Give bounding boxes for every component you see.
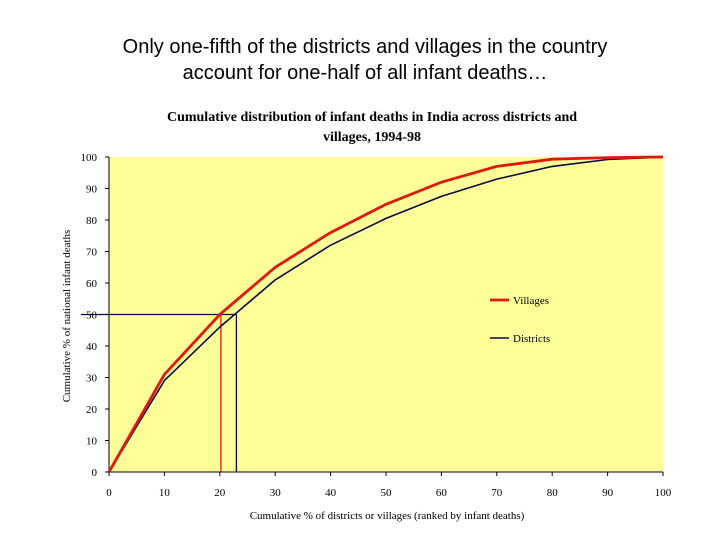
legend: Villages Districts	[490, 295, 550, 345]
x-tick-label: 70	[491, 487, 503, 499]
x-tick-label: 90	[602, 487, 614, 499]
x-tick-label: 50	[381, 487, 393, 499]
y-tick-label: 100	[81, 152, 98, 164]
slide-title-line-1: Only one-fifth of the districts and vill…	[122, 36, 608, 58]
slide-title: Only one-fifth of the districts and vill…	[40, 34, 690, 86]
legend-label-villages: Villages	[513, 295, 549, 307]
x-tick-label: 30	[270, 487, 282, 499]
y-tick-label: 80	[86, 215, 98, 227]
x-tick-label: 40	[325, 487, 337, 499]
y-tick-label: 30	[86, 373, 98, 385]
series-line-districts	[108, 156, 664, 473]
chart-title-line-1: Cumulative distribution of infant deaths…	[167, 110, 577, 125]
y-tick-label: 10	[86, 436, 98, 448]
y-tick-label: 40	[86, 341, 98, 353]
y-axis-label: Cumulative % of national infant deaths	[61, 230, 73, 403]
y-tick-label: 20	[86, 404, 98, 416]
legend-label-districts: Districts	[513, 333, 550, 345]
x-tick-label: 0	[106, 487, 112, 499]
y-tick-label: 60	[86, 278, 98, 290]
y-tick-label: 70	[86, 247, 98, 259]
x-tick-label: 20	[214, 487, 226, 499]
y-tick-label: 0	[92, 467, 98, 479]
x-tick-label: 10	[159, 487, 171, 499]
x-axis-label: Cumulative % of districts or villages (r…	[250, 510, 525, 522]
chart-title-line-2: villages, 1994-98	[323, 130, 421, 145]
slide-title-line-2: account for one-half of all infant death…	[182, 62, 548, 84]
y-tick-label: 90	[86, 184, 98, 196]
series-line-villages	[107, 155, 664, 473]
x-tick-label: 100	[655, 487, 672, 499]
x-tick-label: 80	[547, 487, 559, 499]
y-tick-label: 50	[86, 310, 98, 322]
x-tick-label: 60	[436, 487, 448, 499]
series-lines	[107, 155, 664, 473]
axes: 0 10 20 30 40 50 60 70 80 90 100 0 10 20 30 40 50 60 70 80 9…	[81, 152, 672, 499]
